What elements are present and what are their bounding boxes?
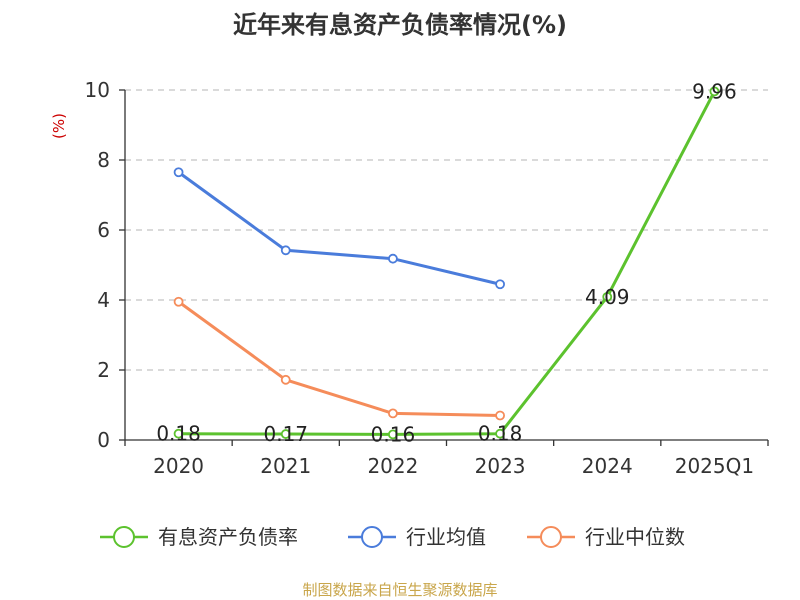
y-tick-label-4: 4 [97, 288, 110, 312]
legend-label-1: 行业均值 [406, 525, 486, 549]
x-tick-label-2025Q1: 2025Q1 [675, 454, 754, 478]
axes [119, 89, 769, 446]
data-point-0-4 [602, 291, 613, 302]
y-tick-label-2: 2 [97, 358, 110, 382]
grid-lines [125, 89, 768, 371]
series-line-2 [177, 300, 501, 417]
chart-title: 近年来有息资产负债率情况(%) [233, 11, 567, 39]
data-point-2-1 [280, 374, 291, 385]
y-tick-label-10: 10 [85, 78, 110, 102]
data-point-1-2 [388, 253, 398, 264]
legend-label-2: 行业中位数 [585, 525, 685, 549]
y-axis-unit: (%) [50, 113, 68, 139]
data-point-0-2 [388, 429, 398, 440]
y-tick-label-0: 0 [97, 428, 110, 452]
legend-label-0: 有息资产负债率 [158, 525, 298, 549]
data-point-0-0 [173, 428, 184, 439]
data-label-1: 0.17 [263, 422, 308, 446]
data-point-0-3 [495, 428, 505, 439]
y-tick-labels: 0 2 4 6 8 10 [85, 78, 110, 452]
data-label-4: 4.09 [585, 285, 630, 309]
data-point-1-1 [280, 245, 291, 256]
data-label-0: 0.18 [156, 422, 201, 446]
series-line-0 [178, 90, 716, 436]
source-note: 制图数据来自恒生聚源数据库 [302, 581, 497, 599]
x-tick-label-2023: 2023 [475, 454, 526, 478]
data-label-5: 9.96 [692, 79, 737, 103]
data-point-1-0 [173, 167, 184, 178]
data-point-0-5 [709, 86, 720, 97]
data-label-3: 0.18 [478, 422, 523, 446]
legend: 有息资产负债率 行业均值 行业中位数 [100, 525, 685, 549]
x-tick-label-2021: 2021 [260, 454, 311, 478]
legend-marker-1 [361, 526, 383, 548]
series-line-1 [177, 171, 501, 286]
data-point-2-3 [495, 410, 505, 421]
data-point-1-3 [495, 279, 505, 290]
legend-marker-0 [113, 526, 135, 548]
x-tick-labels: 2020 2021 2022 2023 2024 2025Q1 [153, 454, 754, 478]
legend-marker-2 [540, 526, 562, 548]
data-point-0-1 [280, 429, 291, 439]
data-point-2-2 [388, 408, 398, 419]
x-tick-label-2022: 2022 [367, 454, 418, 478]
x-tick-label-2020: 2020 [153, 454, 204, 478]
data-label-2: 0.16 [371, 422, 416, 446]
data-labels: 0.18 0.17 0.16 0.18 4.09 9.96 [156, 79, 736, 446]
y-tick-label-8: 8 [97, 148, 110, 172]
data-point-2-0 [173, 296, 184, 307]
x-tick-label-2024: 2024 [582, 454, 633, 478]
y-tick-label-6: 6 [97, 218, 110, 242]
series-lines [173, 86, 720, 440]
